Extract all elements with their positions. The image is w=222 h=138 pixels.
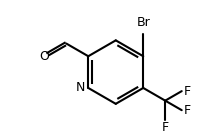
Text: O: O [39,50,49,63]
Text: F: F [183,104,190,117]
Text: Br: Br [136,16,150,29]
Text: F: F [162,121,169,134]
Text: F: F [183,85,190,98]
Text: N: N [76,81,85,94]
